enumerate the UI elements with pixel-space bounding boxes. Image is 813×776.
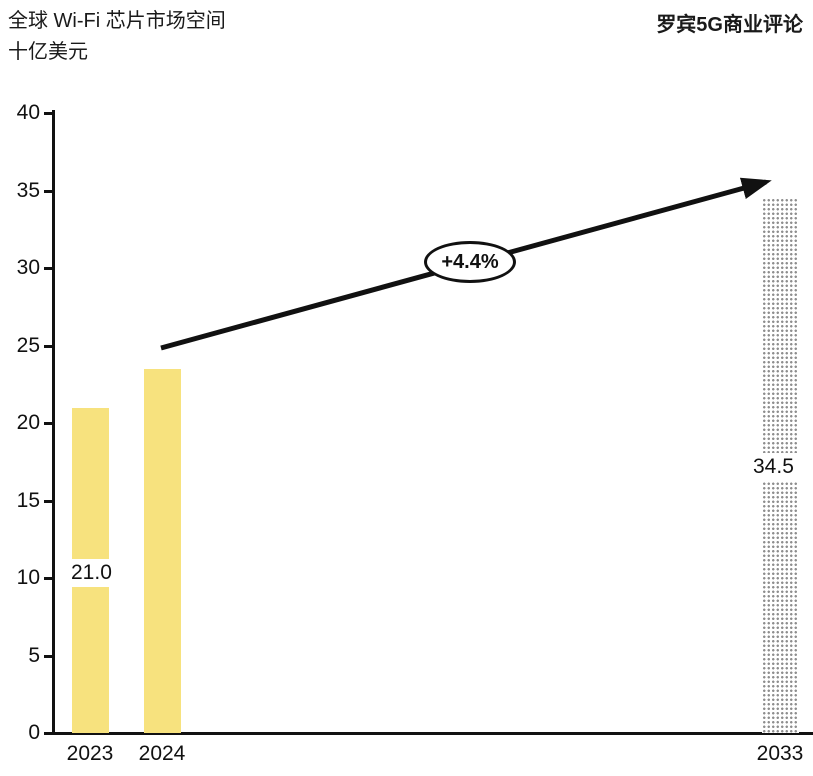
chart-title: 全球 Wi-Fi 芯片市场空间 [8,10,226,32]
y-axis-tick-label: 20 [16,411,40,434]
y-axis-tick [44,499,53,503]
x-axis-line [52,732,813,735]
y-axis-tick-label: 25 [16,333,40,357]
chart-unit-label: 十亿美元 [8,41,88,63]
y-axis-tick-label: 40 [16,101,40,124]
y-axis-tick [44,577,53,580]
y-axis-tick-label: 5 [28,643,40,667]
y-axis-tick [44,732,53,735]
y-axis-tick-label: 10 [16,566,40,589]
x-axis-label-2033: 2033 [756,742,804,765]
bar-value-label-2033: 34.5 [748,453,799,481]
growth-rate-label: +4.4% [441,250,499,273]
y-axis-tick [44,112,53,115]
y-axis-tick-label: 30 [16,256,40,279]
source-label: 罗宾5G商业评论 [656,14,803,36]
y-axis-tick [44,189,53,193]
x-axis-label-2023: 2023 [66,742,114,765]
y-axis-tick-label: 35 [16,178,40,202]
y-axis-line [52,110,55,735]
y-axis-tick [44,422,53,425]
y-axis-tick [44,344,53,348]
y-axis-tick-label: 15 [16,488,40,512]
x-axis-label-2024: 2024 [138,742,186,765]
chart-title-block: 全球 Wi-Fi 芯片市场空间 十亿美元 [8,6,226,68]
y-axis-tick [44,267,53,270]
growth-rate-badge: +4.4% [424,241,516,283]
y-axis-tick-label: 0 [28,721,40,744]
y-axis-tick [44,654,53,658]
bar-value-label-2023: 21.0 [66,559,117,587]
bar-2024 [143,368,181,733]
